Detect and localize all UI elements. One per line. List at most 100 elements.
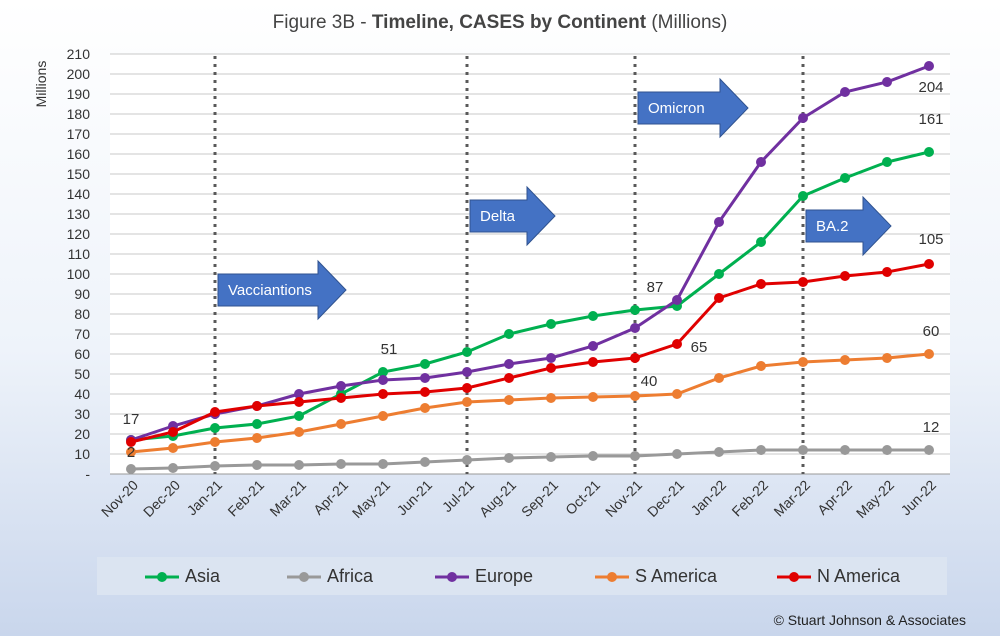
y-tick-label: 110 [68, 246, 91, 262]
data-point [630, 305, 640, 315]
data-point [672, 339, 682, 349]
legend-label: Asia [185, 566, 221, 586]
data-point [420, 457, 430, 467]
data-point [588, 357, 598, 367]
data-point [168, 463, 178, 473]
legend-swatch [435, 572, 469, 583]
y-tick-label: 210 [67, 46, 91, 62]
data-point [588, 311, 598, 321]
data-point [672, 389, 682, 399]
data-point [798, 445, 808, 455]
y-tick-label: 20 [74, 426, 90, 442]
legend-swatch-marker [447, 572, 457, 583]
y-tick-label: 80 [74, 306, 90, 322]
data-point [252, 401, 262, 411]
data-point [798, 357, 808, 367]
data-point [756, 361, 766, 371]
legend-label: N America [817, 566, 901, 586]
y-tick-label: 140 [67, 186, 91, 202]
legend-label: Africa [327, 566, 374, 586]
data-point [714, 373, 724, 383]
data-point [672, 449, 682, 459]
data-point [672, 295, 682, 305]
data-point [168, 427, 178, 437]
y-tick-label: 10 [74, 446, 90, 462]
x-tick-label: Feb-22 [728, 477, 771, 520]
data-point [210, 407, 220, 417]
annotation-text: Delta [480, 208, 516, 225]
data-point [504, 453, 514, 463]
y-tick-label: 130 [67, 206, 91, 222]
data-label: 51 [381, 341, 398, 358]
data-point [714, 447, 724, 457]
data-point [546, 393, 556, 403]
data-point [546, 319, 556, 329]
data-label: 2 [127, 444, 135, 461]
x-tick-label: May-21 [349, 477, 393, 521]
data-point [546, 363, 556, 373]
y-tick-label: 30 [74, 406, 90, 422]
y-tick-label: 60 [74, 346, 90, 362]
data-point [504, 395, 514, 405]
data-point [798, 113, 808, 123]
data-point [462, 347, 472, 357]
data-point [756, 279, 766, 289]
y-tick-label: 100 [67, 266, 91, 282]
annotation-arrow [637, 77, 749, 139]
y-tick-label: 160 [67, 146, 91, 162]
data-point [588, 392, 598, 402]
data-label: 17 [123, 411, 140, 428]
data-point [504, 359, 514, 369]
data-point [714, 293, 724, 303]
x-tick-label: Apr-22 [814, 477, 855, 518]
series-line-s-america [130, 352, 930, 454]
plot-area [110, 54, 950, 474]
annotation-ba-2: BA.2 [805, 195, 892, 257]
data-point [630, 323, 640, 333]
legend-swatch-marker [607, 572, 617, 583]
y-tick-label: 50 [74, 366, 90, 382]
annotation-text: Omicron [648, 100, 705, 117]
data-point [546, 452, 556, 462]
annotation-arrow [469, 185, 556, 247]
x-tick-label: Oct-21 [562, 477, 603, 518]
data-point [630, 391, 640, 401]
legend-item-europe: Europe [435, 566, 533, 587]
data-point [252, 419, 262, 429]
data-point [336, 381, 346, 391]
annotation-vacciantions: Vacciantions [217, 259, 347, 321]
data-point [462, 383, 472, 393]
legend-item-s-america: S America [595, 566, 717, 587]
title-prefix: Figure 3B - [272, 12, 372, 33]
y-tick-label: 90 [74, 286, 90, 302]
legend-swatch-marker [157, 572, 167, 583]
x-tick-label: Mar-21 [266, 477, 309, 520]
data-point [714, 269, 724, 279]
annotation-delta: Delta [469, 185, 556, 247]
y-axis-label: Millions [33, 61, 49, 108]
y-tick-label: 120 [67, 226, 91, 242]
x-tick-label: May-22 [853, 477, 897, 521]
x-tick-label: Aug-21 [476, 477, 519, 520]
copyright-text: © Stuart Johnson & Associates [773, 612, 966, 628]
data-label: 161 [918, 111, 943, 128]
data-point [378, 459, 388, 469]
x-tick-label: Jul-21 [439, 477, 477, 515]
data-point [294, 427, 304, 437]
data-label: 105 [918, 231, 943, 248]
y-tick-label: 70 [74, 326, 90, 342]
title-main: Timeline, CASES by Continent [371, 12, 647, 33]
data-point [924, 147, 934, 157]
x-tick-label: Dec-21 [644, 477, 687, 520]
data-point [210, 423, 220, 433]
y-tick-label: 190 [67, 86, 91, 102]
legend: Asia Africa Europe S America N America [97, 557, 947, 595]
data-point [420, 387, 430, 397]
data-point [210, 461, 220, 471]
data-point [588, 451, 598, 461]
data-point [840, 173, 850, 183]
legend-swatch [595, 572, 629, 583]
x-tick-label: Nov-20 [98, 477, 141, 520]
